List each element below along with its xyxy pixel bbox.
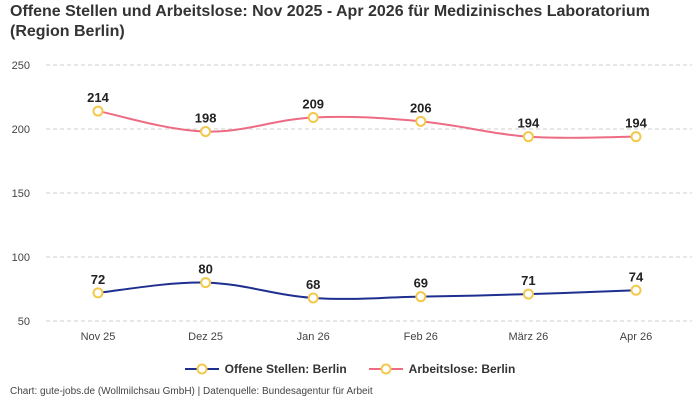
grid-lines xyxy=(46,64,692,322)
data-label: 68 xyxy=(306,277,320,292)
y-axis: 50 100 150 200 250 xyxy=(12,60,30,328)
data-point xyxy=(522,131,534,143)
data-label: 209 xyxy=(302,96,324,111)
data-point xyxy=(200,126,212,138)
x-tick-label: Nov 25 xyxy=(81,331,116,343)
chart-title: Offene Stellen und Arbeitslose: Nov 2025… xyxy=(10,3,650,40)
y-tick-label: 200 xyxy=(12,124,30,136)
x-tick-label: Dez 25 xyxy=(188,331,223,343)
data-label: 71 xyxy=(521,273,535,288)
legend-swatch-offene-stellen xyxy=(184,363,219,375)
series-layer: 72 80 68 69 71 74 214 198 209 206 194 194 xyxy=(87,90,648,304)
series-line-0 xyxy=(97,281,637,300)
data-label: 74 xyxy=(629,269,644,284)
data-point xyxy=(307,111,319,123)
data-point xyxy=(415,291,427,303)
data-point xyxy=(92,105,104,117)
x-tick-label: Jan 26 xyxy=(297,331,330,343)
data-label: 69 xyxy=(414,276,428,291)
data-label: 72 xyxy=(91,272,105,287)
data-point xyxy=(307,292,319,304)
data-label: 80 xyxy=(198,262,212,277)
data-point xyxy=(200,277,212,289)
y-tick-label: 50 xyxy=(18,316,30,328)
legend: Offene Stellen: Berlin Arbeitslose: Berl… xyxy=(0,362,700,376)
data-point xyxy=(630,284,642,296)
source-footer: Chart: gute-jobs.de (Wollmilchsau GmbH) … xyxy=(10,386,373,397)
legend-item-offene-stellen[interactable]: Offene Stellen: Berlin xyxy=(184,362,347,376)
data-label: 198 xyxy=(195,111,217,126)
y-tick-label: 100 xyxy=(12,252,30,264)
data-label: 194 xyxy=(518,116,540,131)
line-chart: 50 100 150 200 250 Nov 25 Dez 25 Jan 26 Feb 26 M… xyxy=(12,60,692,343)
y-tick-label: 150 xyxy=(12,188,30,200)
data-point xyxy=(92,287,104,299)
x-axis: Nov 25 Dez 25 Jan 26 Feb 26 März 26 Apr 26 xyxy=(81,331,653,343)
series-line-1 xyxy=(97,110,637,139)
data-label: 194 xyxy=(625,116,647,131)
data-label: 206 xyxy=(410,100,432,115)
legend-label-offene-stellen: Offene Stellen: Berlin xyxy=(224,362,347,376)
y-tick-label: 250 xyxy=(12,60,30,72)
data-point xyxy=(630,131,642,143)
data-label: 214 xyxy=(87,90,109,105)
x-tick-label: Apr 26 xyxy=(620,331,652,343)
legend-label-arbeitslose: Arbeitslose: Berlin xyxy=(408,362,516,376)
x-tick-label: Feb 26 xyxy=(404,331,438,343)
legend-item-arbeitslose[interactable]: Arbeitslose: Berlin xyxy=(368,362,516,376)
data-point xyxy=(522,288,534,300)
legend-swatch-arbeitslose xyxy=(368,363,403,375)
x-tick-label: März 26 xyxy=(509,331,549,343)
data-point xyxy=(415,115,427,127)
